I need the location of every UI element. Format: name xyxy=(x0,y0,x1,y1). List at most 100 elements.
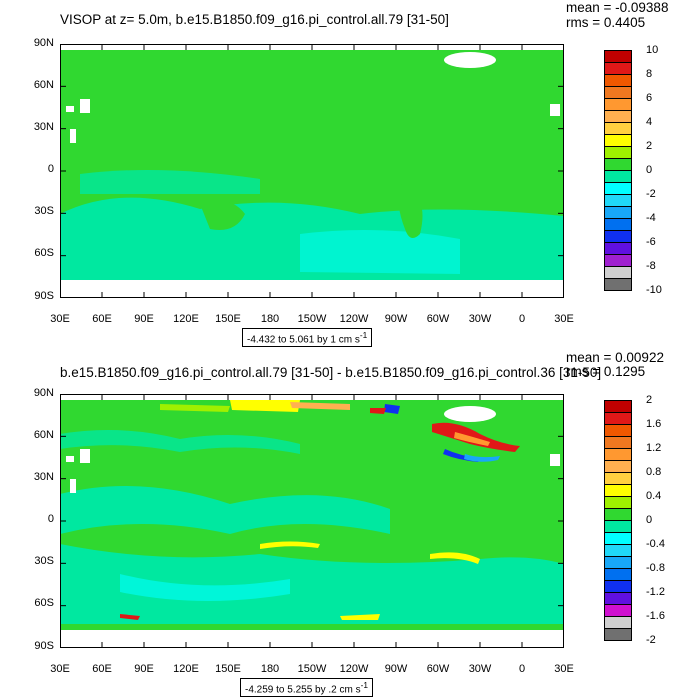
missing-patch xyxy=(66,106,74,112)
colorbar-segment xyxy=(604,50,632,62)
chart-title: VISOP at z= 5.0m, b.e15.B1850.f09_g16.pi… xyxy=(60,12,449,27)
x-tick-label: 30W xyxy=(468,313,492,325)
map-plot xyxy=(60,394,564,648)
chart-title: b.e15.B1850.f09_g16.pi_control.all.79 [3… xyxy=(60,365,602,380)
x-tick-label: 30E xyxy=(554,663,574,675)
colorbar-segment xyxy=(604,580,632,593)
missing-patch xyxy=(80,449,90,463)
colorbar-frame xyxy=(604,400,632,641)
y-tick-label: 90N xyxy=(33,387,54,399)
missing-patch xyxy=(66,456,74,462)
colorbar-segment xyxy=(604,484,632,497)
rms-stat: rms = 0.1295 xyxy=(566,364,646,379)
colorbar-segment xyxy=(604,122,632,135)
north-atlantic-anomaly-orange xyxy=(454,432,490,446)
colorbar-segment xyxy=(604,436,632,449)
x-tick-label: 30E xyxy=(50,313,70,325)
colorbar-segment xyxy=(604,556,632,569)
colorbar-segment xyxy=(604,412,632,425)
missing-patch xyxy=(70,479,76,493)
colorbar-label: -10 xyxy=(646,284,662,296)
north-atlantic-anomaly-red xyxy=(432,422,520,452)
arctic-anomaly-red xyxy=(370,408,386,414)
indian-ocean-cyan xyxy=(120,574,290,602)
arctic-anomaly xyxy=(230,400,300,412)
colorbar-segment xyxy=(604,604,632,617)
x-tick-label: 120W xyxy=(339,663,369,675)
x-tick-label: 0 xyxy=(518,663,526,675)
range-text: -4.259 to 5.255 by .2 cm s xyxy=(245,684,361,696)
colorbar-segment xyxy=(604,110,632,123)
colorbar-segment xyxy=(604,158,632,171)
colorbar-segment xyxy=(604,74,632,87)
colorbar-segment xyxy=(604,206,632,219)
colorbar-label: 0.4 xyxy=(646,490,662,502)
x-tick-label: 120W xyxy=(339,313,369,325)
colorbar-segment xyxy=(604,182,632,195)
y-tick-label: 90N xyxy=(33,37,54,49)
missing-patch xyxy=(550,104,560,116)
colorbar-label: 0 xyxy=(646,514,653,526)
north-pacific-band xyxy=(60,430,300,454)
x-tick-label: 150W xyxy=(297,313,327,325)
colorbar-label: -6 xyxy=(646,236,656,248)
colorbar-segment xyxy=(604,628,632,641)
colorbar-label: 2 xyxy=(646,140,653,152)
colorbar-label: 6 xyxy=(646,92,653,104)
colorbar-segment xyxy=(604,242,632,255)
south-pacific-cyan xyxy=(300,230,460,274)
arctic-anomaly-blue xyxy=(384,404,400,414)
x-tick-label: 150W xyxy=(297,663,327,675)
x-tick-label: 60W xyxy=(426,663,450,675)
colorbar-frame xyxy=(604,50,632,291)
y-tick-label: 0 xyxy=(47,163,54,175)
x-tick-label: 90W xyxy=(384,663,408,675)
range-label: -4.432 to 5.061 by 1 cm s-1 xyxy=(242,328,373,348)
x-tick-label: 120E xyxy=(173,313,199,325)
tick-marks xyxy=(60,44,564,298)
x-tick-label: 30W xyxy=(468,663,492,675)
rms-stat: rms = 0.4405 xyxy=(566,15,646,30)
x-tick-label: 60E xyxy=(92,663,112,675)
colorbar-segment xyxy=(604,592,632,605)
colorbar-segment xyxy=(604,266,632,279)
y-tick-label: 0 xyxy=(47,513,54,525)
map-plot xyxy=(60,44,564,298)
southern-anomaly xyxy=(340,614,380,620)
colorbar-segment xyxy=(604,62,632,75)
colorbar-segment xyxy=(604,616,632,629)
colorbar-segment xyxy=(604,400,632,412)
southern-anomaly xyxy=(120,614,140,620)
arctic-anomaly xyxy=(160,404,230,412)
pacific-band xyxy=(60,486,390,534)
colorbar-segment xyxy=(604,532,632,545)
x-tick-label: 120E xyxy=(173,663,199,675)
colorbar-segment xyxy=(604,254,632,267)
north-atlantic-anomaly-blue xyxy=(464,454,500,462)
colorbar-segment xyxy=(604,508,632,521)
colorbar-label: -2 xyxy=(646,188,656,200)
y-tick-label: 30N xyxy=(33,121,54,133)
equatorial-anomaly xyxy=(260,541,320,549)
arctic-anomaly xyxy=(290,402,350,410)
missing-patch xyxy=(550,454,560,466)
colorbar-label: 0 xyxy=(646,164,653,176)
colorbar-segment xyxy=(604,86,632,99)
x-tick-label: 90E xyxy=(134,313,154,325)
colorbar-label: 8 xyxy=(646,68,653,80)
y-tick-label: 30S xyxy=(34,205,54,217)
colorbar-label: 1.2 xyxy=(646,442,662,454)
y-tick-label: 60N xyxy=(33,79,54,91)
x-tick-label: 180 xyxy=(260,313,280,325)
colorbar-segment xyxy=(604,568,632,581)
colorbar-label: 2 xyxy=(646,394,653,406)
range-label: -4.259 to 5.255 by .2 cm s-1 xyxy=(240,678,374,698)
colorbar-segment xyxy=(604,230,632,243)
x-tick-label: 180 xyxy=(260,663,280,675)
x-tick-label: 60E xyxy=(92,313,112,325)
colorbar-segment xyxy=(604,496,632,509)
colorbar-segment xyxy=(604,472,632,485)
colorbar-segment xyxy=(604,98,632,111)
bottom-panel: b.e15.B1850.f09_g16.pi_control.all.79 [3… xyxy=(0,350,700,700)
y-tick-label: 60S xyxy=(34,597,54,609)
